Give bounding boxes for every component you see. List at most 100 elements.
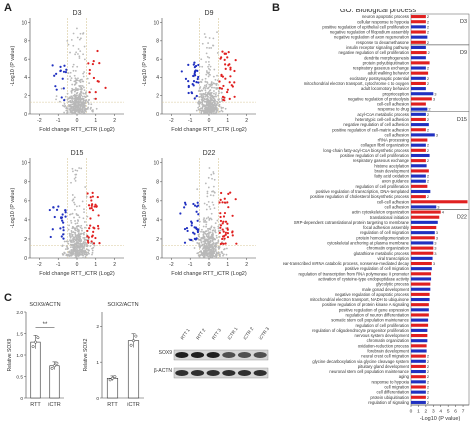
volcano-x-tick-label: 0 [208, 118, 211, 124]
volcano-point-ns [197, 101, 199, 104]
volcano-point-ns [203, 97, 206, 100]
volcano-point-ns [203, 249, 206, 252]
go-category-label: glutathione metabolic process [354, 251, 409, 256]
volcano-point-ns [70, 101, 73, 104]
bar-y-tick-label: 2 [96, 324, 99, 330]
volcano-point-up [96, 49, 99, 53]
bar-x-label: iCTR [48, 402, 61, 408]
volcano-point-ns [67, 242, 70, 245]
volcano-point-ns [71, 99, 74, 102]
volcano-point-ns [201, 106, 204, 109]
volcano-point-up [96, 224, 100, 228]
go-bar [411, 225, 437, 230]
volcano-title: D3 [73, 10, 82, 17]
volcano-point-ns [83, 89, 86, 92]
volcano-point-ns [205, 112, 208, 115]
volcano-point-up [104, 86, 107, 90]
go-bar [411, 323, 429, 327]
volcano-point-ns [208, 107, 211, 110]
volcano-point-ns [220, 106, 223, 109]
go-category-label: long-chain fatty-acyl-CoA biosynthetic p… [323, 148, 409, 153]
blot-row-label: SOX9 [159, 350, 173, 356]
volcano-point-ns [72, 236, 75, 239]
volcano-point-ns [213, 90, 215, 92]
bar-y-tick-label: 0.5 [16, 374, 23, 380]
volcano-point-ns [71, 83, 74, 86]
volcano-point-down [183, 227, 187, 231]
go-bar [411, 272, 432, 276]
blot-band [190, 352, 205, 358]
volcano-point-ns [217, 94, 220, 97]
volcano-point-ns [66, 39, 69, 42]
volcano-point-up [218, 80, 221, 83]
volcano-point-ns [75, 213, 78, 215]
go-category-label: regulation of neuron differentiation [346, 313, 410, 318]
volcano-svg-d22: D22 -2 -1 0 1 2 0 2 4 6 8 10 Fold change RTT_iCTR (L… [142, 150, 256, 277]
volcano-point-down [187, 91, 190, 95]
volcano-point-ns [219, 253, 221, 256]
volcano-point-ns [211, 252, 213, 255]
volcano-point-ns [78, 57, 81, 59]
go-bar-value-label: 3 [434, 240, 437, 245]
volcano-point-ns [208, 242, 211, 245]
volcano-point-ns [80, 108, 83, 111]
volcano-point-ns [202, 230, 205, 233]
volcano-point-ns [217, 240, 220, 243]
panel-label-c: C [4, 292, 12, 304]
volcano-point-ns [204, 100, 207, 103]
volcano-point-ns [205, 84, 208, 86]
volcano-point-ns [207, 249, 209, 252]
blot-band [237, 352, 252, 358]
volcano-point-up [94, 97, 97, 100]
volcano-point-ns [208, 83, 211, 86]
volcano-point-ns [204, 182, 207, 185]
volcano-point-ns [216, 74, 218, 77]
go-category-label: regulation of cell proliferation [355, 184, 409, 189]
blot-lane-label: RTT 3 [211, 327, 222, 340]
volcano-point-up [231, 234, 234, 237]
volcano-y-label: -Log10 (P value) [10, 188, 16, 229]
sox2-bar-svg: SOX2/ACTN 0 1 2 Relative SOX2 RTT iCTR [83, 302, 144, 408]
volcano-point-ns [212, 185, 215, 188]
volcano-point-up [90, 207, 93, 210]
volcano-point-ns [204, 87, 207, 90]
volcano-point-ns [72, 170, 74, 173]
volcano-point-up [228, 97, 231, 100]
volcano-point-ns [88, 82, 91, 85]
volcano-point-ns [201, 78, 204, 81]
volcano-point-down [197, 228, 200, 231]
volcano-point-ns [69, 104, 71, 106]
go-category-label: nuclear-transcribed mRNA catabolic proce… [283, 261, 410, 266]
volcano-point-up [224, 231, 228, 234]
volcano-point-ns [78, 107, 80, 110]
volcano-point-ns [83, 45, 86, 48]
volcano-point-ns [210, 47, 213, 49]
volcano-point-ns [205, 61, 207, 63]
volcano-point-ns [87, 103, 90, 105]
bar-point [31, 345, 35, 349]
volcano-point-ns [84, 238, 87, 241]
go-category-label: rRNA processing [378, 138, 410, 143]
volcano-point-ns [213, 255, 216, 258]
volcano-point-up [88, 207, 92, 210]
volcano-point-down [55, 88, 58, 91]
volcano-point-ns [83, 249, 86, 252]
go-bar [411, 385, 426, 389]
volcano-point-up [88, 227, 91, 230]
volcano-point-up [235, 242, 238, 245]
volcano-point-down [54, 85, 57, 88]
go-bar-value-label: 3 [436, 132, 439, 137]
volcano-point-ns [225, 247, 228, 250]
volcano-point-ns [83, 243, 86, 246]
volcano-point-ns [73, 238, 76, 241]
volcano-point-up [92, 230, 95, 233]
volcano-point-down [65, 68, 68, 71]
go-bar-value-label: 2 [427, 14, 430, 19]
volcano-point-ns [201, 104, 204, 106]
volcano-point-ns [86, 248, 89, 251]
volcano-x-tick-label: 2 [113, 118, 116, 124]
go-bar [411, 308, 429, 312]
volcano-point-ns [198, 108, 201, 111]
volcano-point-ns [70, 95, 73, 98]
go-category-label: neural crest cell migration [361, 354, 409, 359]
